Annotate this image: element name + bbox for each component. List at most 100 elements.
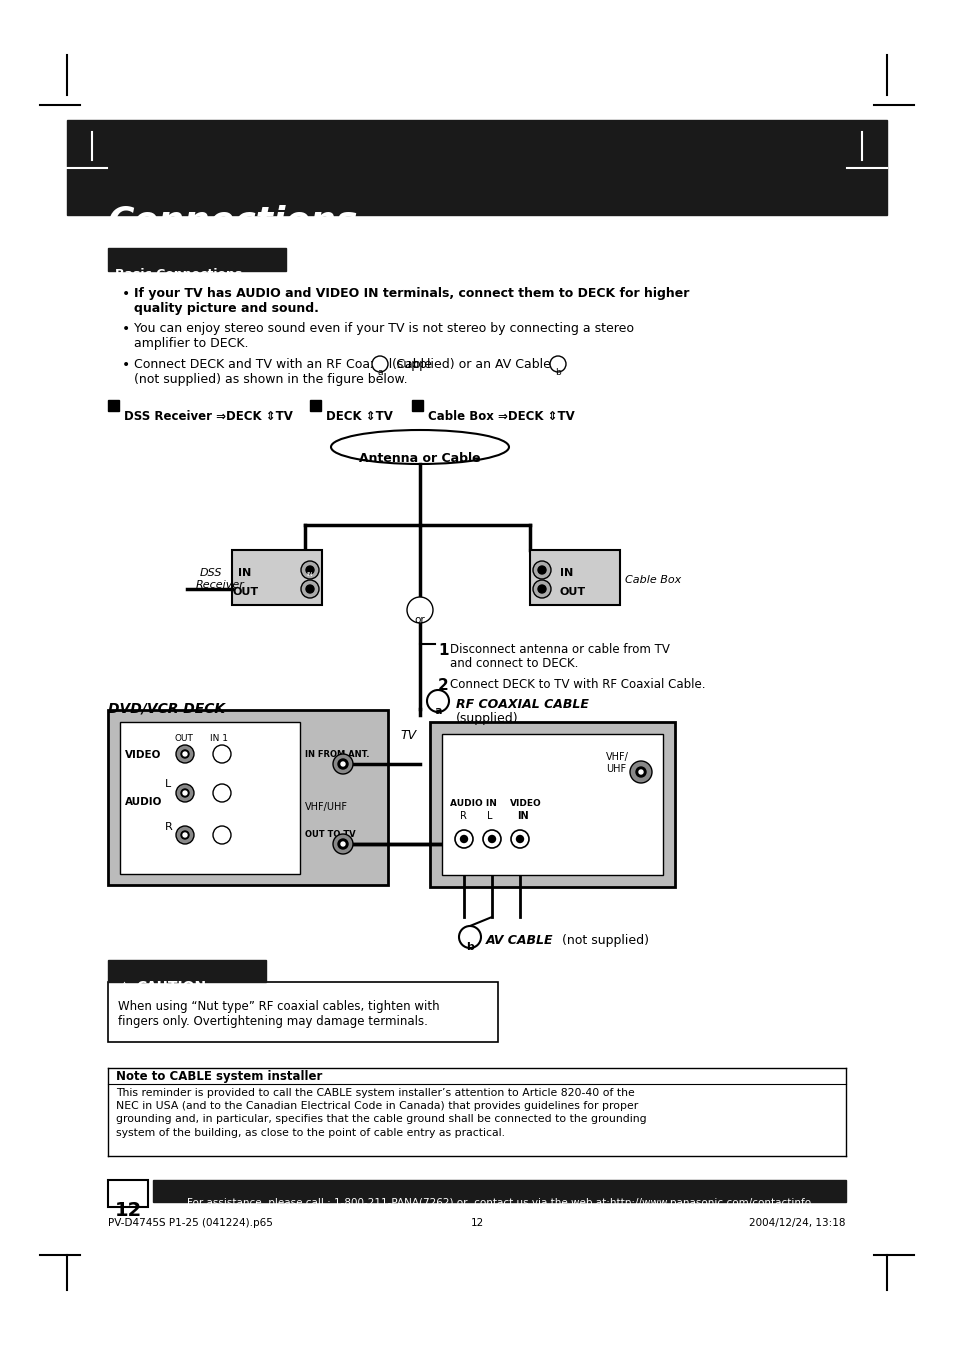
- Text: 12: 12: [470, 1219, 483, 1228]
- Text: R: R: [459, 811, 466, 821]
- Text: OUT: OUT: [559, 586, 585, 597]
- Text: If your TV has AUDIO and VIDEO IN terminals, connect them to DECK for higher: If your TV has AUDIO and VIDEO IN termin…: [133, 286, 689, 300]
- Text: IN 1: IN 1: [210, 734, 228, 743]
- Text: AUDIO IN: AUDIO IN: [450, 798, 497, 808]
- Circle shape: [629, 761, 651, 784]
- Circle shape: [636, 767, 645, 777]
- Text: L: L: [486, 811, 492, 821]
- Text: Receiver: Receiver: [195, 580, 245, 590]
- Text: DVD/VCR DECK: DVD/VCR DECK: [108, 703, 225, 716]
- Text: Antenna or Cable: Antenna or Cable: [359, 453, 480, 465]
- Text: DSS: DSS: [200, 567, 222, 578]
- Bar: [441, 734, 662, 875]
- Bar: [67, 120, 886, 215]
- Text: •: •: [122, 286, 131, 301]
- Text: b: b: [466, 942, 474, 952]
- Text: a: a: [434, 707, 441, 716]
- Ellipse shape: [331, 430, 509, 463]
- Text: (not supplied): (not supplied): [558, 934, 648, 947]
- Text: IN: IN: [559, 567, 573, 578]
- Text: Note to CABLE system installer: Note to CABLE system installer: [116, 1070, 322, 1084]
- Text: IN FROM ANT.: IN FROM ANT.: [305, 750, 369, 759]
- Circle shape: [482, 830, 500, 848]
- Text: Disconnect antenna or cable from TV: Disconnect antenna or cable from TV: [450, 643, 669, 657]
- Circle shape: [455, 830, 473, 848]
- Circle shape: [183, 834, 187, 838]
- Circle shape: [516, 835, 523, 843]
- Text: L: L: [165, 780, 172, 789]
- Text: TV: TV: [399, 730, 416, 742]
- Circle shape: [407, 597, 433, 623]
- Text: Connect DECK to TV with RF Coaxial Cable.: Connect DECK to TV with RF Coaxial Cable…: [450, 678, 705, 690]
- Text: VHF/UHF: VHF/UHF: [305, 802, 348, 812]
- Bar: [108, 961, 266, 982]
- Text: This reminder is provided to call the CABLE system installer’s attention to Arti: This reminder is provided to call the CA…: [116, 1088, 646, 1138]
- Circle shape: [181, 831, 189, 839]
- Bar: [108, 249, 286, 272]
- Circle shape: [175, 784, 193, 802]
- Text: Basic Connections: Basic Connections: [115, 267, 242, 281]
- Text: 2: 2: [437, 678, 448, 693]
- Text: VIDEO: VIDEO: [125, 750, 161, 761]
- Text: CAUTION: CAUTION: [136, 979, 206, 994]
- Text: DSS Receiver ⇒DECK ⇕TV: DSS Receiver ⇒DECK ⇕TV: [124, 409, 293, 423]
- Circle shape: [337, 839, 348, 848]
- Bar: [412, 400, 422, 411]
- Text: R: R: [165, 821, 172, 832]
- Circle shape: [301, 580, 318, 598]
- Circle shape: [181, 750, 189, 758]
- Text: quality picture and sound.: quality picture and sound.: [133, 303, 318, 315]
- Circle shape: [533, 561, 551, 580]
- Text: amplifier to DECK.: amplifier to DECK.: [133, 336, 248, 350]
- Text: You can enjoy stereo sound even if your TV is not stereo by connecting a stereo: You can enjoy stereo sound even if your …: [133, 322, 634, 335]
- Text: or: or: [415, 615, 425, 626]
- Circle shape: [213, 744, 231, 763]
- Circle shape: [340, 762, 345, 766]
- Text: When using “Nut type” RF coaxial cables, tighten with
fingers only. Overtighteni: When using “Nut type” RF coaxial cables,…: [118, 1000, 439, 1028]
- Circle shape: [458, 925, 480, 948]
- Bar: [310, 400, 320, 411]
- Text: •: •: [122, 322, 131, 336]
- Text: (not supplied) as shown in the figure below.: (not supplied) as shown in the figure be…: [133, 373, 407, 386]
- Text: PV-D4745S P1-25 (041224).p65: PV-D4745S P1-25 (041224).p65: [108, 1219, 273, 1228]
- Bar: [108, 982, 497, 1042]
- Text: and connect to DECK.: and connect to DECK.: [450, 657, 578, 670]
- Text: •: •: [122, 358, 131, 372]
- Text: 2004/12/24, 13:18: 2004/12/24, 13:18: [749, 1219, 845, 1228]
- Text: (supplied) or an AV Cable: (supplied) or an AV Cable: [392, 358, 550, 372]
- Text: VIDEO: VIDEO: [510, 798, 541, 808]
- Circle shape: [511, 830, 529, 848]
- Circle shape: [427, 690, 449, 712]
- Circle shape: [340, 842, 345, 846]
- Text: Cable Box ⇒DECK ⇕TV: Cable Box ⇒DECK ⇕TV: [428, 409, 574, 423]
- Bar: [108, 711, 388, 885]
- Circle shape: [181, 789, 189, 797]
- Circle shape: [333, 754, 353, 774]
- Bar: [108, 400, 119, 411]
- Circle shape: [372, 357, 388, 372]
- Circle shape: [213, 784, 231, 802]
- Circle shape: [333, 834, 353, 854]
- Text: UHF: UHF: [605, 765, 625, 774]
- Circle shape: [175, 825, 193, 844]
- Text: AV CABLE: AV CABLE: [485, 934, 553, 947]
- Text: b: b: [555, 367, 560, 377]
- Circle shape: [183, 790, 187, 794]
- Text: For assistance, please call : 1-800-211-PANA(7262) or, contact us via the web at: For assistance, please call : 1-800-211-…: [187, 1198, 811, 1208]
- Circle shape: [183, 753, 187, 757]
- Bar: [530, 550, 619, 605]
- Text: IN: IN: [517, 811, 528, 821]
- Circle shape: [488, 835, 495, 843]
- Text: OUT TO TV: OUT TO TV: [305, 830, 355, 839]
- Circle shape: [213, 825, 231, 844]
- Circle shape: [537, 566, 545, 574]
- Text: VHF/: VHF/: [605, 753, 628, 762]
- Circle shape: [175, 744, 193, 763]
- Circle shape: [306, 585, 314, 593]
- Text: AUDIO: AUDIO: [125, 797, 162, 807]
- Text: Cable Box: Cable Box: [624, 576, 680, 585]
- Text: OUT: OUT: [233, 586, 259, 597]
- Text: a: a: [376, 367, 382, 377]
- Text: DECK ⇕TV: DECK ⇕TV: [326, 409, 393, 423]
- Bar: [120, 721, 299, 874]
